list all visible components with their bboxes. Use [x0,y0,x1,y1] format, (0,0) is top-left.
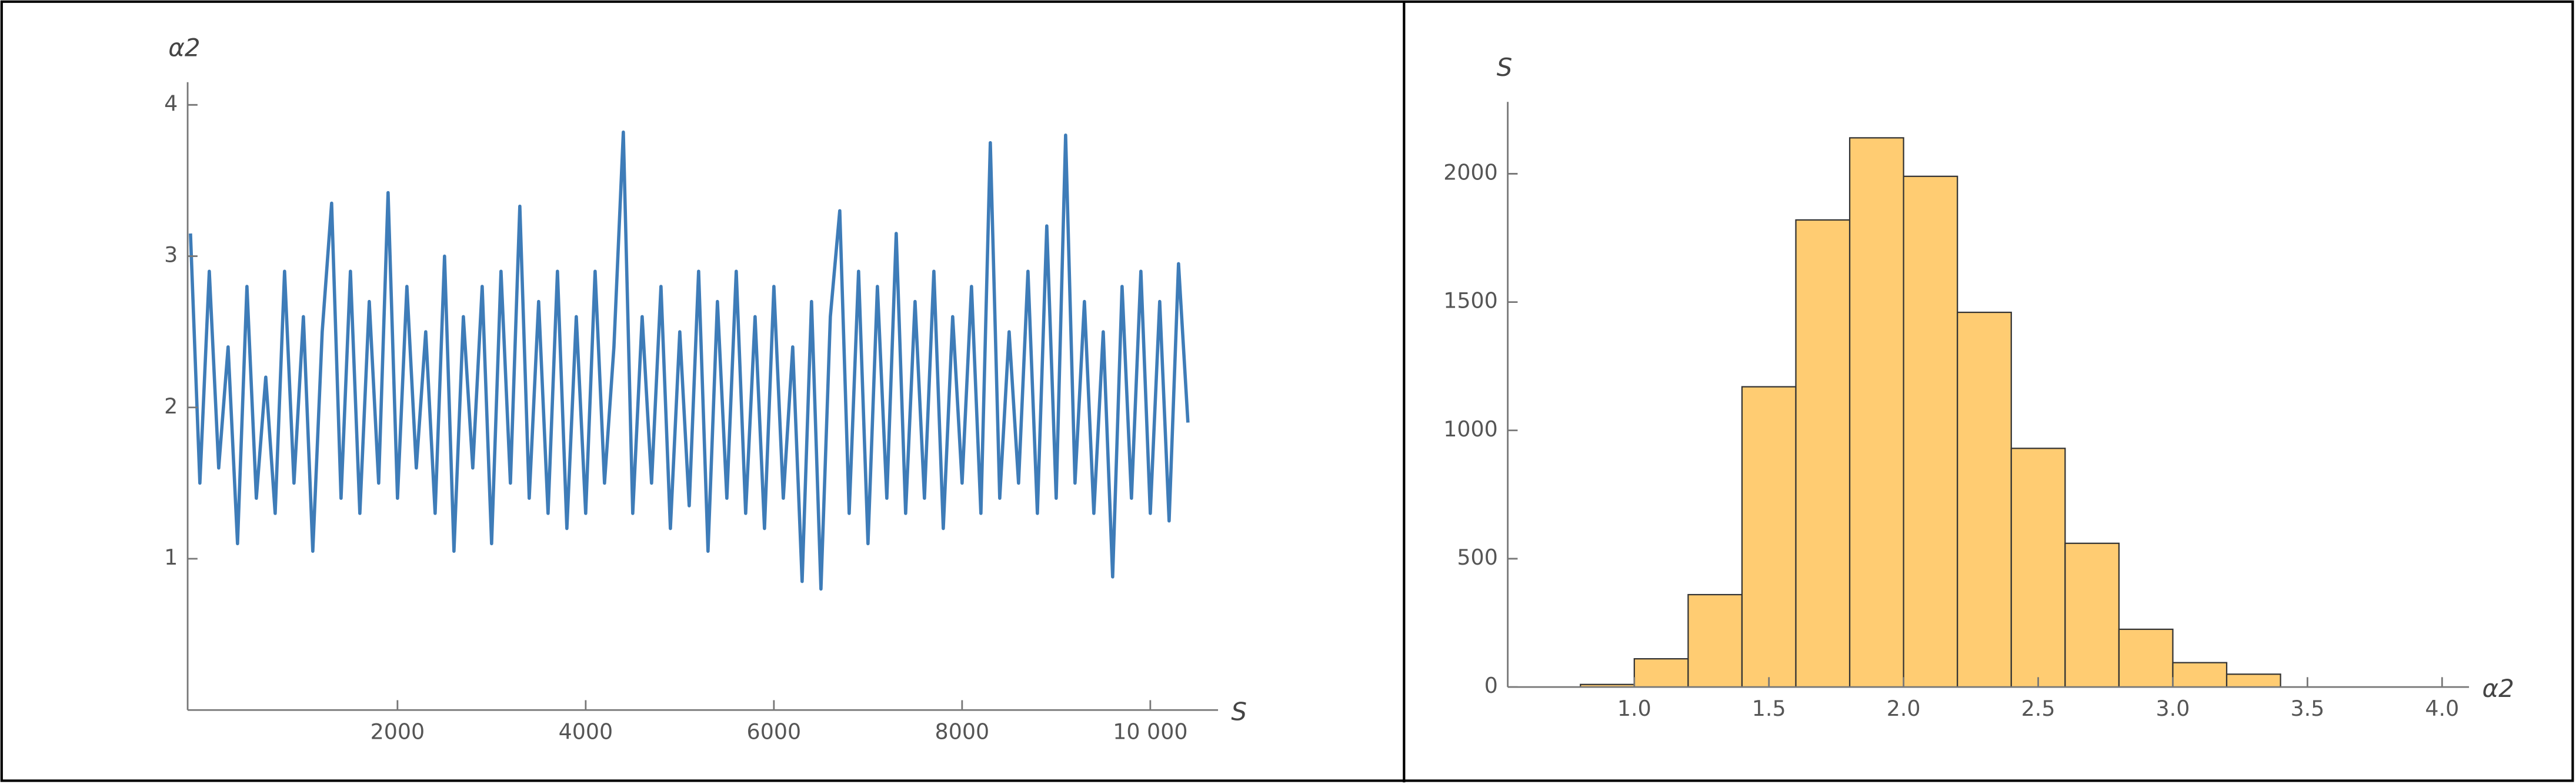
x-tick-label: 2.5 [2021,696,2056,721]
y-tick-label: 3 [164,242,178,268]
y-tick-label: 1 [164,545,178,570]
histogram-bar [1741,386,1797,688]
x-tick-label: 2000 [371,719,425,744]
y-tick-label: 500 [1457,545,1497,570]
histogram-bar [2064,542,2120,688]
x-tick-label: 2.0 [1887,696,1921,721]
x-tick-label: 6000 [747,719,802,744]
histogram-bar [2172,662,2228,688]
y-axis-label: S [1497,53,1513,82]
histogram-bar [1633,658,1689,688]
y-tick-label: 2000 [1443,159,1498,185]
histogram-bar [1848,137,1904,688]
x-axis-label: S [1231,697,1247,726]
x-tick-label: 1.5 [1752,696,1786,721]
histogram-bar [1903,175,1958,688]
trace-line [189,130,1190,591]
y-axis-label: α2 [168,33,200,62]
x-tick-label: 4000 [559,719,613,744]
x-tick-label: 10 000 [1113,719,1187,744]
histogram-bar [2010,448,2066,688]
y-tick-label: 4 [164,91,178,116]
histogram-bar [1957,311,2012,688]
y-tick-label: 0 [1484,673,1498,698]
y-tick-label: 2 [164,393,178,419]
histogram-bar [2118,628,2174,688]
histogram-bar [1687,593,1743,688]
y-tick-label: 1000 [1443,416,1498,442]
x-tick-label: 1.0 [1617,696,1651,721]
histogram-bar [1795,219,1851,688]
histogram-bar [2225,673,2281,688]
x-tick-label: 8000 [935,719,990,744]
x-tick-label: 3.5 [2290,696,2324,721]
x-tick-label: 4.0 [2425,696,2459,721]
x-axis-label: α2 [2482,674,2514,703]
y-tick-label: 1500 [1443,288,1498,313]
x-tick-label: 3.0 [2156,696,2190,721]
